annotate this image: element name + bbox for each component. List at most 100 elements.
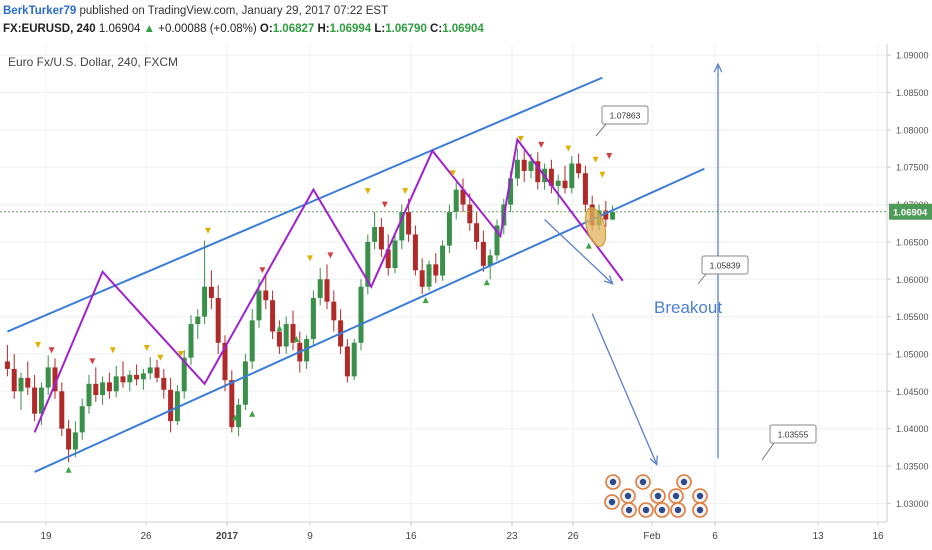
candle-body [317, 279, 323, 298]
signal-down-marker [35, 341, 41, 348]
event-flag-icon-center [625, 506, 633, 514]
candle-body [93, 383, 99, 396]
candle-body [406, 212, 412, 235]
event-flag-icon-center [639, 478, 647, 486]
candle-body [188, 324, 194, 358]
candle-body [168, 389, 174, 422]
last-price-badge [889, 203, 932, 220]
candle-body [38, 387, 44, 414]
y-tick-label: 1.06000 [896, 275, 929, 285]
y-tick-label: 1.08000 [896, 125, 929, 135]
candle-body [508, 178, 514, 205]
signal-down-marker [109, 347, 116, 354]
price-chart[interactable]: Euro Fx/U.S. Dollar, 240, FXCM 1.07863 1.… [0, 44, 932, 550]
candle-body [127, 374, 133, 383]
chart-background [0, 44, 932, 550]
candle-body [100, 382, 106, 396]
candle-body [453, 189, 459, 213]
event-flag-icon-center [658, 506, 666, 514]
candle-body [72, 432, 78, 450]
candle-body [555, 180, 561, 186]
open-label: O: [259, 23, 273, 35]
close-value: 1.06904 [442, 23, 484, 35]
signal-up-marker [232, 414, 239, 421]
target2-callout-text: 1.03555 [778, 430, 809, 440]
candle-body [270, 300, 276, 332]
target1-callout-text: 1.05839 [710, 261, 741, 271]
y-tick-label: 1.05000 [896, 349, 929, 359]
breakout-label: Breakout [654, 298, 722, 317]
signal-down-marker [606, 153, 613, 160]
signal-down-marker [599, 171, 606, 178]
candle-body [290, 324, 296, 343]
signal-down-marker [307, 255, 313, 262]
candle-body [79, 406, 85, 433]
candle-body [351, 342, 357, 377]
signal-up-marker [65, 466, 72, 473]
candle-body [256, 290, 262, 321]
x-tick-label: 23 [506, 531, 518, 542]
target2-callout-pointer [761, 442, 775, 461]
signal-down-marker [381, 201, 388, 208]
candle-body [385, 249, 391, 269]
event-flag-icon-center [674, 506, 682, 514]
event-flag-icon-center [696, 506, 704, 514]
signal-up-marker [483, 279, 490, 286]
candle-body [222, 342, 228, 381]
candle-body [433, 264, 439, 276]
candle-body [242, 361, 248, 405]
x-tick-label: 9 [307, 531, 313, 542]
up-arrow-icon: ▲ [143, 23, 156, 35]
signal-up-marker [585, 242, 592, 249]
event-flag-icon-center [624, 492, 632, 500]
event-flag-icon-center [608, 498, 616, 506]
low-label: L: [374, 23, 386, 35]
x-tick-label: 13 [812, 531, 824, 542]
signal-down-marker [177, 350, 184, 357]
event-flag-icon-center [672, 492, 680, 500]
candle-body [161, 377, 167, 390]
x-tick-label: 26 [567, 531, 579, 542]
candle-body [195, 316, 201, 325]
high-label: H: [317, 23, 330, 35]
peak-callout-text: 1.07863 [610, 111, 641, 121]
candle-body [331, 301, 337, 321]
candle-body [480, 241, 486, 266]
candle-body [32, 387, 38, 414]
candle-body [494, 225, 500, 256]
chart-header: BerkTurker79 published on TradingView.co… [0, 0, 932, 44]
candle-body [25, 377, 31, 388]
signal-down-marker [517, 135, 524, 142]
candle-body [514, 159, 520, 179]
candle-body [562, 180, 568, 189]
zigzag-pattern [33, 137, 624, 433]
candle-body [521, 159, 527, 171]
candle-body [310, 297, 316, 340]
candle-body [208, 286, 214, 298]
candle-body [120, 376, 126, 383]
candle-body [202, 286, 208, 317]
projection-arrow [591, 313, 658, 465]
candle-body [283, 324, 289, 347]
y-tick-label: 1.03500 [896, 461, 929, 471]
signal-down-marker [157, 354, 164, 361]
chart-title: Euro Fx/U.S. Dollar, 240, FXCM [8, 55, 178, 69]
candle-body [399, 212, 405, 241]
target1-callout-pointer [697, 273, 707, 285]
publish-text: published on TradingView.com, January 29… [79, 5, 389, 17]
arrow-head [649, 455, 658, 466]
signal-up-marker [293, 336, 300, 343]
candle-body [276, 331, 282, 347]
candle-body [535, 161, 541, 183]
candle-body [18, 377, 24, 392]
grid [0, 44, 887, 522]
candle-body [372, 226, 378, 242]
author-link[interactable]: BerkTurker79 [3, 5, 77, 17]
projection-arrow [544, 219, 614, 285]
candle-body [229, 380, 235, 428]
y-axis: 1.090001.085001.080001.075001.070001.065… [886, 44, 932, 522]
candle-body [412, 234, 418, 271]
signal-down-marker [205, 227, 211, 234]
last-price: 1.06904 [98, 23, 141, 35]
event-flag-icon-center [642, 506, 650, 514]
